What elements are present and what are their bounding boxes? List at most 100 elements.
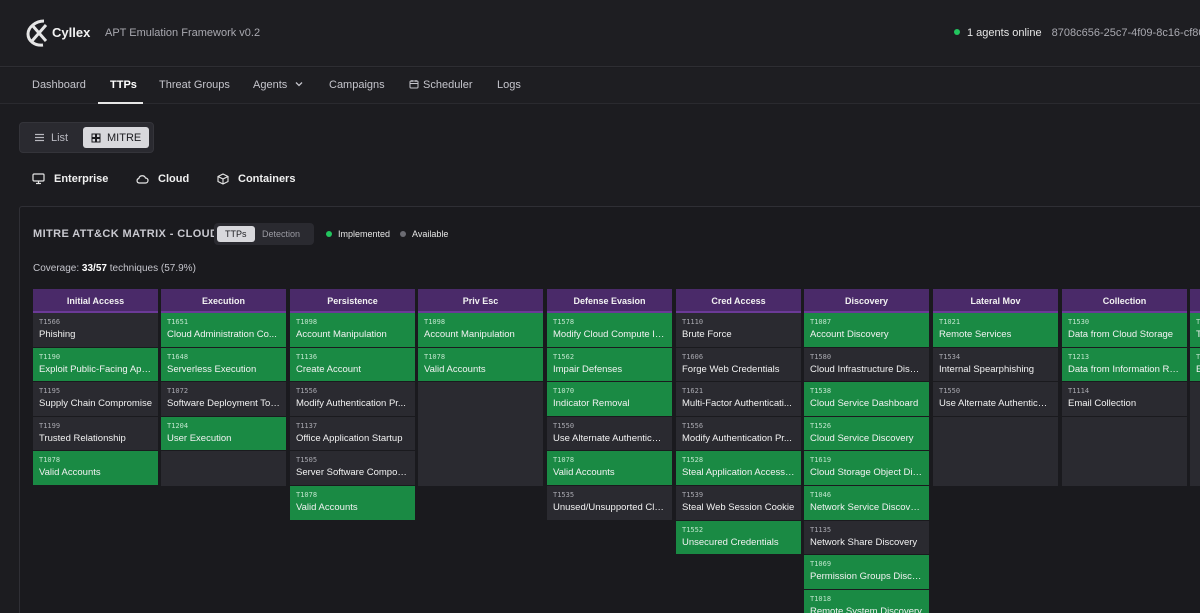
technique-cell[interactable]: TE bbox=[1190, 347, 1200, 383]
technique-cell[interactable]: T1018 Remote System Discovery bbox=[804, 589, 929, 613]
technique-cell[interactable]: T1114 Email Collection bbox=[1062, 382, 1187, 417]
technique-cell[interactable]: T1110 Brute Force bbox=[676, 313, 801, 348]
technique-name: Create Account bbox=[296, 363, 361, 375]
technique-id: T1550 bbox=[939, 387, 961, 396]
technique-cell[interactable]: T1621 Multi-Factor Authenticati... bbox=[676, 382, 801, 417]
technique-id: T1528 bbox=[682, 456, 704, 465]
technique-cell[interactable]: T1556 Modify Authentication Pr... bbox=[290, 382, 415, 417]
tactic-column: Priv Esc T1098 Account Manipulation T1078 Va… bbox=[418, 289, 543, 486]
nav-campaigns[interactable]: Campaigns bbox=[329, 79, 385, 91]
technique-cell[interactable]: T1069 Permission Groups Discov... bbox=[804, 555, 929, 590]
technique-cell[interactable]: T1078 Valid Accounts bbox=[290, 485, 415, 521]
tactic-header: Priv Esc bbox=[418, 289, 543, 313]
technique-id: T1190 bbox=[39, 352, 61, 361]
domain-tab-containers[interactable]: Containers bbox=[217, 173, 295, 185]
mode-ttps-button[interactable]: TTPs bbox=[217, 226, 255, 242]
nav-dashboard[interactable]: Dashboard bbox=[32, 79, 86, 91]
technique-name: Phishing bbox=[39, 329, 76, 340]
technique-cell[interactable]: T1606 Forge Web Credentials bbox=[676, 347, 801, 383]
technique-name: Valid Accounts bbox=[39, 467, 101, 479]
technique-cell[interactable]: T1538 Cloud Service Dashboard bbox=[804, 382, 929, 417]
technique-id: T1535 bbox=[553, 490, 575, 499]
technique-cell[interactable]: T1528 Steal Application Access T... bbox=[676, 451, 801, 486]
technique-cell[interactable]: T1078 Valid Accounts bbox=[547, 451, 672, 486]
technique-cell[interactable]: T1135 Network Share Discovery bbox=[804, 520, 929, 556]
domain-tab-cloud[interactable]: Cloud bbox=[135, 173, 189, 185]
mitre-view-button[interactable]: MITRE bbox=[83, 127, 150, 148]
technique-cell[interactable]: T1078 Valid Accounts bbox=[418, 347, 543, 383]
agent-status: 1 agents online 8708c656-25c7-4f09-8c16-c… bbox=[954, 27, 1200, 39]
domain-tab-enterprise[interactable]: Enterprise bbox=[32, 173, 108, 185]
technique-id: T1606 bbox=[682, 352, 704, 361]
technique-cell[interactable]: T1195 Supply Chain Compromise bbox=[33, 382, 158, 417]
technique-cell[interactable]: T1204 User Execution bbox=[161, 416, 286, 452]
technique-cell[interactable]: T1021 Remote Services bbox=[933, 313, 1058, 348]
technique-cell[interactable]: T1046 Network Service Discovery bbox=[804, 485, 929, 521]
technique-id: T1580 bbox=[810, 352, 832, 361]
tactic-techniques: TTTE bbox=[1190, 313, 1200, 486]
technique-cell[interactable]: T1578 Modify Cloud Compute In... bbox=[547, 313, 672, 348]
technique-cell[interactable]: T1648 Serverless Execution bbox=[161, 347, 286, 383]
technique-id: T1526 bbox=[810, 421, 832, 430]
technique-id: T1204 bbox=[167, 421, 189, 430]
technique-cell[interactable]: T1098 Account Manipulation bbox=[418, 313, 543, 348]
chevron-down-icon bbox=[295, 82, 303, 87]
technique-cell[interactable]: T1137 Office Application Startup bbox=[290, 416, 415, 452]
technique-cell[interactable]: T1619 Cloud Storage Object Dis... bbox=[804, 451, 929, 486]
technique-cell[interactable]: T1580 Cloud Infrastructure Disco... bbox=[804, 347, 929, 383]
tactic-techniques: T1110 Brute Force T1606 Forge Web Credentia… bbox=[676, 313, 801, 556]
technique-cell[interactable]: T1556 Modify Authentication Pr... bbox=[676, 416, 801, 452]
technique-id: T1195 bbox=[39, 387, 61, 396]
technique-cell[interactable]: T1190 Exploit Public-Facing Appl... bbox=[33, 347, 158, 383]
top-bar: Cyllex APT Emulation Framework v0.2 1 ag… bbox=[0, 0, 1200, 67]
matrix-title: MITRE ATT&CK MATRIX - CLOUD bbox=[33, 228, 219, 240]
nav-agents[interactable]: Agents bbox=[253, 79, 304, 91]
technique-cell[interactable]: T1550 Use Alternate Authenticat... bbox=[547, 416, 672, 452]
technique-name: Exploit Public-Facing Appl... bbox=[39, 363, 152, 375]
nav-scheduler[interactable]: Scheduler bbox=[409, 79, 473, 91]
technique-cell[interactable]: T1199 Trusted Relationship bbox=[33, 416, 158, 452]
technique-cell[interactable]: T1072 Software Deployment Tools bbox=[161, 382, 286, 417]
technique-cell[interactable]: T1651 Cloud Administration Co... bbox=[161, 313, 286, 348]
technique-name: Valid Accounts bbox=[553, 467, 615, 479]
technique-id: T1078 bbox=[424, 352, 446, 361]
tactic-header: Discovery bbox=[804, 289, 929, 313]
calendar-icon bbox=[409, 80, 419, 89]
tactic-header: Initial Access bbox=[33, 289, 158, 313]
technique-cell[interactable]: TT bbox=[1190, 313, 1200, 348]
technique-cell[interactable]: T1530 Data from Cloud Storage bbox=[1062, 313, 1187, 348]
technique-cell[interactable]: T1566 Phishing bbox=[33, 313, 158, 348]
technique-name: Server Software Compon... bbox=[296, 467, 409, 479]
technique-cell[interactable]: T1098 Account Manipulation bbox=[290, 313, 415, 348]
technique-cell[interactable]: T1087 Account Discovery bbox=[804, 313, 929, 348]
technique-cell[interactable]: T1550 Use Alternate Authenticat... bbox=[933, 382, 1058, 417]
technique-name: Permission Groups Discov... bbox=[810, 571, 923, 583]
technique-cell[interactable]: T1552 Unsecured Credentials bbox=[676, 520, 801, 556]
technique-cell[interactable]: T1535 Unused/Unsupported Clo... bbox=[547, 485, 672, 521]
technique-id: T1619 bbox=[810, 456, 832, 465]
technique-cell[interactable]: T1505 Server Software Compon... bbox=[290, 451, 415, 486]
mode-detection-button[interactable]: Detection bbox=[262, 229, 301, 239]
tactic-header: Collection bbox=[1062, 289, 1187, 313]
technique-cell[interactable]: T1534 Internal Spearphishing bbox=[933, 347, 1058, 383]
legend-implemented-label: Implemented bbox=[338, 229, 391, 239]
tactic-column: Defense Evasion T1578 Modify Cloud Compute… bbox=[547, 289, 672, 521]
active-tab-underline bbox=[98, 102, 143, 104]
technique-name: Account Manipulation bbox=[296, 329, 387, 340]
technique-cell[interactable]: T1070 Indicator Removal bbox=[547, 382, 672, 417]
list-view-button[interactable]: List bbox=[26, 127, 76, 148]
technique-cell[interactable]: T1213 Data from Information Re... bbox=[1062, 347, 1187, 383]
technique-id: T1098 bbox=[424, 318, 446, 326]
nav-threat-groups[interactable]: Threat Groups bbox=[159, 79, 230, 91]
nav-ttps[interactable]: TTPs bbox=[110, 79, 137, 91]
technique-cell[interactable]: T1136 Create Account bbox=[290, 347, 415, 383]
technique-cell[interactable]: T1078 Valid Accounts bbox=[33, 451, 158, 486]
technique-cell[interactable]: T1562 Impair Defenses bbox=[547, 347, 672, 383]
technique-name: Modify Authentication Pr... bbox=[296, 398, 406, 410]
technique-cell[interactable]: T1526 Cloud Service Discovery bbox=[804, 416, 929, 452]
nav-logs[interactable]: Logs bbox=[497, 79, 521, 91]
technique-cell[interactable]: T1539 Steal Web Session Cookie bbox=[676, 485, 801, 521]
cloud-icon bbox=[136, 174, 149, 184]
tactic-header: Execution bbox=[161, 289, 286, 313]
technique-name: Forge Web Credentials bbox=[682, 363, 780, 375]
